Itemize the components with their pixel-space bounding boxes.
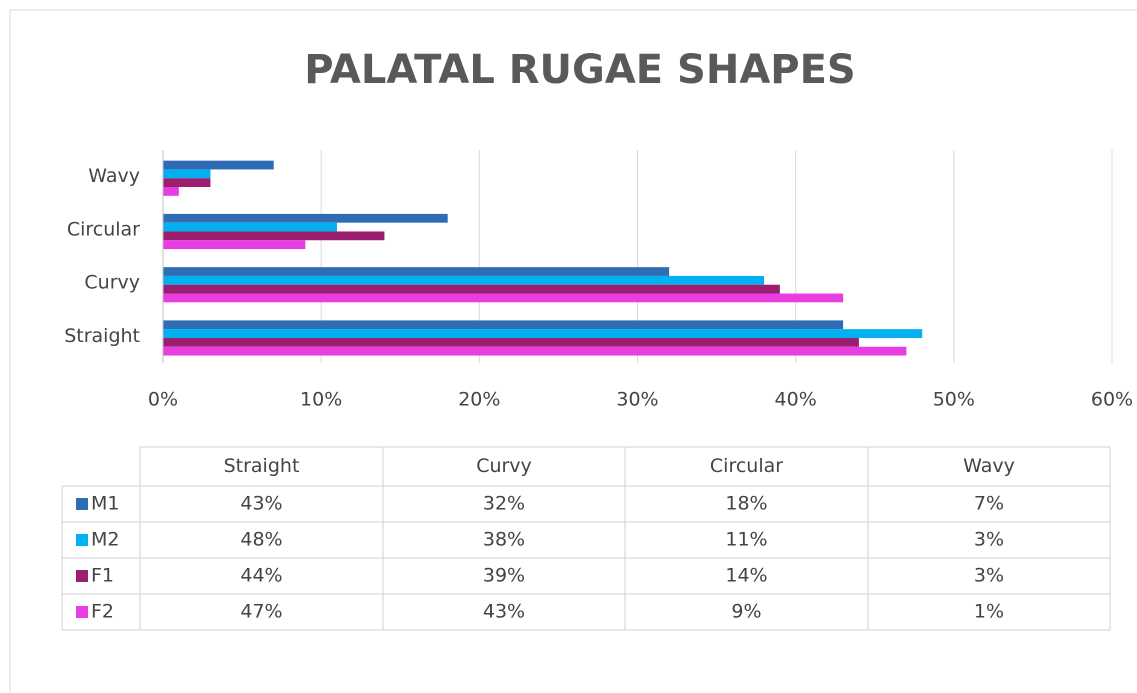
table-cell: 47% — [240, 601, 282, 623]
table-cell: 14% — [725, 565, 767, 587]
x-tick-label: 40% — [775, 389, 817, 411]
legend-swatch — [76, 606, 88, 618]
chart-title: PALATAL RUGAE SHAPES — [304, 47, 856, 93]
x-tick-label: 0% — [148, 389, 178, 411]
bar — [163, 346, 907, 356]
table-header: Straight — [224, 455, 300, 477]
x-tick-label: 20% — [458, 389, 500, 411]
table-cell: 11% — [725, 529, 767, 551]
table-cell: 3% — [974, 529, 1004, 551]
bar — [163, 275, 765, 285]
x-tick-label: 50% — [933, 389, 975, 411]
bar — [163, 293, 844, 303]
bar — [163, 329, 923, 338]
bar — [163, 169, 211, 179]
bar — [163, 222, 337, 232]
bar — [163, 231, 385, 241]
y-tick-label: Wavy — [88, 165, 140, 187]
table-cell: 32% — [483, 493, 525, 515]
bar — [163, 213, 448, 223]
legend-label: M2 — [91, 529, 119, 551]
x-tick-label: 60% — [1091, 389, 1133, 411]
table-header: Wavy — [963, 455, 1015, 477]
legend-label: M1 — [91, 493, 119, 515]
bar — [163, 284, 780, 294]
legend-swatch — [76, 534, 88, 546]
table-cell: 3% — [974, 565, 1004, 587]
y-tick-label: Straight — [64, 325, 140, 347]
table-header: Curvy — [476, 455, 532, 477]
table-cell: 43% — [483, 601, 525, 623]
bar — [163, 178, 211, 188]
table-cell: 43% — [240, 493, 282, 515]
bar — [163, 320, 844, 330]
table-cell: 1% — [974, 601, 1004, 623]
table-cell: 7% — [974, 493, 1004, 515]
table-cell: 18% — [725, 493, 767, 515]
table-cell: 48% — [240, 529, 282, 551]
y-tick-label: Circular — [67, 218, 140, 240]
table-cell: 44% — [240, 565, 282, 587]
bar — [163, 240, 306, 250]
table-cell: 39% — [483, 565, 525, 587]
legend-swatch — [76, 498, 88, 510]
bar — [163, 337, 859, 347]
table-cell: 9% — [731, 601, 761, 623]
legend-label: F1 — [91, 565, 114, 587]
bar — [163, 187, 179, 196]
legend-label: F2 — [91, 601, 114, 623]
x-tick-label: 30% — [616, 389, 658, 411]
bar — [163, 160, 274, 170]
x-tick-label: 10% — [300, 389, 342, 411]
legend-swatch — [76, 570, 88, 582]
table-header: Circular — [710, 455, 783, 477]
y-tick-label: Curvy — [84, 272, 140, 294]
bar — [163, 267, 670, 276]
table-cell: 38% — [483, 529, 525, 551]
